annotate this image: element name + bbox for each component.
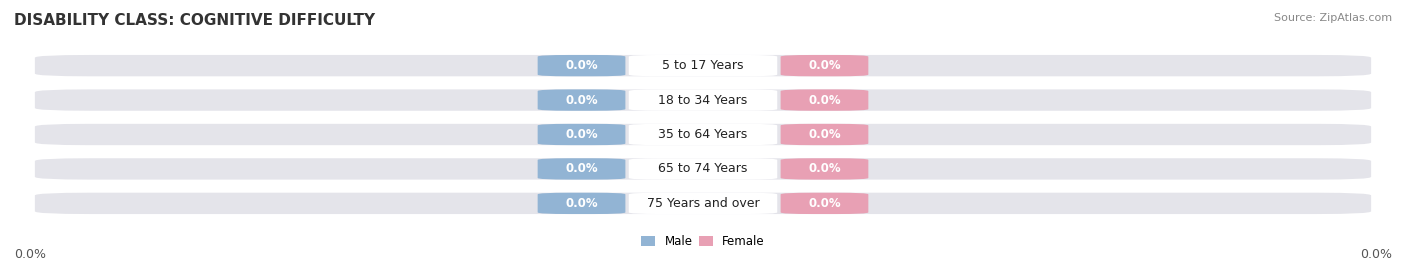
Text: 0.0%: 0.0% xyxy=(808,197,841,210)
Text: 0.0%: 0.0% xyxy=(808,162,841,175)
FancyBboxPatch shape xyxy=(780,158,869,180)
FancyBboxPatch shape xyxy=(35,55,1371,76)
Text: Source: ZipAtlas.com: Source: ZipAtlas.com xyxy=(1274,13,1392,23)
FancyBboxPatch shape xyxy=(35,193,1371,214)
FancyBboxPatch shape xyxy=(780,89,869,111)
FancyBboxPatch shape xyxy=(537,124,626,145)
FancyBboxPatch shape xyxy=(537,55,626,76)
FancyBboxPatch shape xyxy=(780,55,869,76)
Text: 5 to 17 Years: 5 to 17 Years xyxy=(662,59,744,72)
FancyBboxPatch shape xyxy=(628,89,778,111)
FancyBboxPatch shape xyxy=(537,158,626,180)
Text: 0.0%: 0.0% xyxy=(808,128,841,141)
FancyBboxPatch shape xyxy=(35,124,1371,145)
FancyBboxPatch shape xyxy=(780,193,869,214)
Text: 0.0%: 0.0% xyxy=(14,248,46,261)
FancyBboxPatch shape xyxy=(628,158,778,180)
Text: 0.0%: 0.0% xyxy=(565,59,598,72)
FancyBboxPatch shape xyxy=(780,124,869,145)
Text: 18 to 34 Years: 18 to 34 Years xyxy=(658,94,748,107)
FancyBboxPatch shape xyxy=(35,89,1371,111)
Text: DISABILITY CLASS: COGNITIVE DIFFICULTY: DISABILITY CLASS: COGNITIVE DIFFICULTY xyxy=(14,13,375,29)
Legend: Male, Female: Male, Female xyxy=(637,230,769,253)
Text: 75 Years and over: 75 Years and over xyxy=(647,197,759,210)
Text: 0.0%: 0.0% xyxy=(565,94,598,107)
Text: 65 to 74 Years: 65 to 74 Years xyxy=(658,162,748,175)
Text: 35 to 64 Years: 35 to 64 Years xyxy=(658,128,748,141)
FancyBboxPatch shape xyxy=(35,158,1371,180)
Text: 0.0%: 0.0% xyxy=(565,197,598,210)
FancyBboxPatch shape xyxy=(537,89,626,111)
Text: 0.0%: 0.0% xyxy=(565,128,598,141)
FancyBboxPatch shape xyxy=(628,124,778,145)
Text: 0.0%: 0.0% xyxy=(808,94,841,107)
FancyBboxPatch shape xyxy=(537,193,626,214)
Text: 0.0%: 0.0% xyxy=(808,59,841,72)
FancyBboxPatch shape xyxy=(628,55,778,76)
Text: 0.0%: 0.0% xyxy=(1360,248,1392,261)
Text: 0.0%: 0.0% xyxy=(565,162,598,175)
FancyBboxPatch shape xyxy=(628,193,778,214)
